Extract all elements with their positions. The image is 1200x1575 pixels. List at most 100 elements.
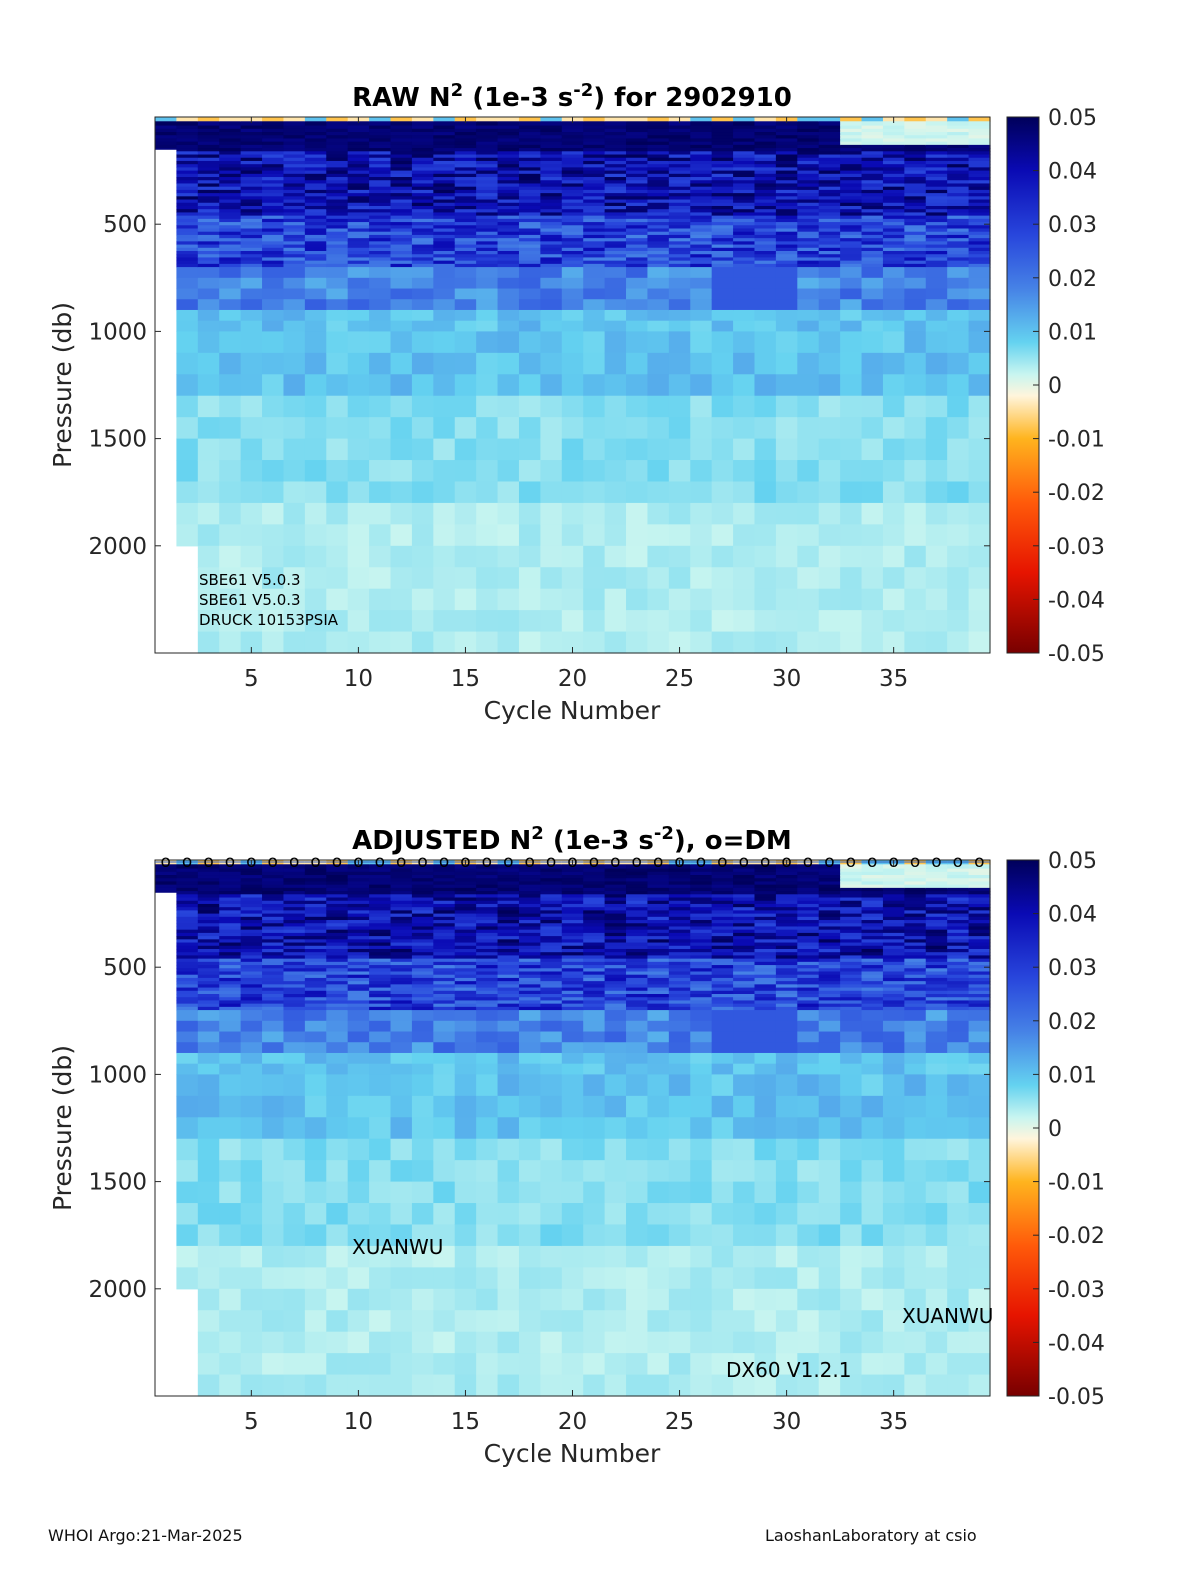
heatmap-cell bbox=[818, 241, 841, 246]
heatmap-cell bbox=[561, 891, 584, 895]
heatmap-cell bbox=[775, 1074, 798, 1097]
heatmap-cell bbox=[497, 1374, 520, 1397]
heatmap-cell bbox=[604, 884, 627, 889]
heatmap-cell bbox=[882, 154, 905, 159]
heatmap-cell bbox=[240, 942, 263, 947]
heatmap-cell bbox=[540, 1006, 563, 1011]
heatmap-cell bbox=[304, 1203, 327, 1226]
heatmap-cell bbox=[411, 907, 434, 911]
heatmap-cell bbox=[561, 212, 584, 217]
heatmap-cell bbox=[240, 212, 263, 217]
heatmap-cell bbox=[882, 144, 905, 149]
heatmap-cell bbox=[904, 974, 927, 979]
heatmap-cell bbox=[411, 868, 434, 873]
heatmap-cell bbox=[390, 955, 413, 960]
heatmap-cell bbox=[369, 186, 392, 191]
heatmap-cell bbox=[668, 247, 691, 252]
heatmap-cell bbox=[518, 121, 541, 127]
heatmap-cell bbox=[411, 926, 434, 931]
heatmap-cell bbox=[904, 942, 927, 947]
heatmap-cell bbox=[775, 1245, 798, 1268]
heatmap-cell bbox=[882, 588, 905, 611]
heatmap-cell bbox=[476, 320, 499, 332]
heatmap-cell bbox=[904, 878, 927, 883]
heatmap-cell bbox=[411, 215, 434, 220]
heatmap-cell bbox=[347, 929, 370, 934]
heatmap-cell bbox=[561, 942, 584, 947]
heatmap-cell bbox=[476, 160, 499, 165]
heatmap-cell bbox=[733, 864, 756, 870]
heatmap-cell bbox=[840, 1074, 863, 1097]
heatmap-cell bbox=[347, 231, 370, 236]
heatmap-cell bbox=[411, 1006, 434, 1011]
heatmap-cell bbox=[904, 222, 927, 226]
colorbar-tick-label: 0.05 bbox=[1048, 106, 1097, 131]
heatmap-cell bbox=[647, 1063, 670, 1075]
heatmap-cell bbox=[197, 144, 220, 149]
heatmap-cell bbox=[219, 128, 242, 133]
heatmap-cell bbox=[497, 395, 520, 418]
heatmap-cell bbox=[690, 1245, 713, 1268]
heatmap-cell bbox=[904, 1042, 927, 1054]
heatmap-cell bbox=[583, 958, 606, 963]
heatmap-cell bbox=[604, 567, 627, 590]
heatmap-cell bbox=[518, 923, 541, 928]
heatmap-cell bbox=[476, 157, 499, 162]
heatmap-cell bbox=[497, 961, 520, 966]
heatmap-cell bbox=[326, 952, 349, 957]
heatmap-cell bbox=[904, 884, 927, 889]
heatmap-cell bbox=[497, 610, 520, 633]
heatmap-cell bbox=[219, 974, 242, 979]
x-tick-label: 20 bbox=[558, 666, 587, 692]
heatmap-cell bbox=[497, 1074, 520, 1097]
heatmap-cell bbox=[176, 961, 199, 966]
heatmap-cell bbox=[840, 234, 863, 239]
heatmap-cell bbox=[626, 417, 649, 440]
heatmap-cell bbox=[518, 189, 541, 194]
heatmap-cell bbox=[904, 209, 927, 214]
heatmap-cell bbox=[176, 945, 199, 950]
heatmap-cell bbox=[326, 1331, 349, 1354]
heatmap-cell bbox=[797, 460, 820, 483]
heatmap-cell bbox=[283, 1331, 306, 1354]
heatmap-cell bbox=[797, 320, 820, 332]
heatmap-cell bbox=[347, 894, 370, 899]
heatmap-cell bbox=[433, 968, 456, 973]
heatmap-cell bbox=[497, 225, 520, 230]
heatmap-cell bbox=[454, 971, 477, 976]
heatmap-cell bbox=[668, 164, 691, 168]
heatmap-cell bbox=[240, 170, 263, 175]
heatmap-cell bbox=[304, 157, 327, 162]
heatmap-cell bbox=[262, 183, 285, 188]
heatmap-cell bbox=[840, 225, 863, 230]
heatmap-cell bbox=[690, 894, 713, 899]
heatmap-cell bbox=[861, 1003, 884, 1008]
heatmap-cell bbox=[411, 218, 434, 223]
raw-annotation-2: SBE61 V5.0.3 bbox=[199, 591, 301, 609]
heatmap-cell bbox=[219, 864, 242, 870]
heatmap-cell bbox=[861, 218, 884, 223]
heatmap-cell bbox=[840, 1000, 863, 1005]
heatmap-cell bbox=[733, 222, 756, 226]
heatmap-cell bbox=[433, 942, 456, 947]
heatmap-cell bbox=[411, 222, 434, 226]
heatmap-cell bbox=[304, 244, 327, 249]
heatmap-cell bbox=[733, 987, 756, 992]
heatmap-cell bbox=[797, 891, 820, 895]
heatmap-cell bbox=[347, 309, 370, 322]
heatmap-cell bbox=[197, 610, 220, 633]
heatmap-cell bbox=[369, 202, 392, 207]
heatmap-cell bbox=[454, 186, 477, 191]
heatmap-cell bbox=[840, 1181, 863, 1204]
heatmap-cell bbox=[283, 222, 306, 226]
heatmap-cell bbox=[411, 981, 434, 985]
heatmap-cell bbox=[947, 160, 970, 165]
heatmap-cell bbox=[711, 352, 734, 375]
raw-y-axis-label: Pressure (db) bbox=[48, 302, 77, 468]
heatmap-cell bbox=[840, 868, 863, 873]
heatmap-cell bbox=[518, 864, 541, 870]
heatmap-cell bbox=[626, 955, 649, 960]
heatmap-cell bbox=[882, 164, 905, 168]
heatmap-cell bbox=[176, 215, 199, 220]
